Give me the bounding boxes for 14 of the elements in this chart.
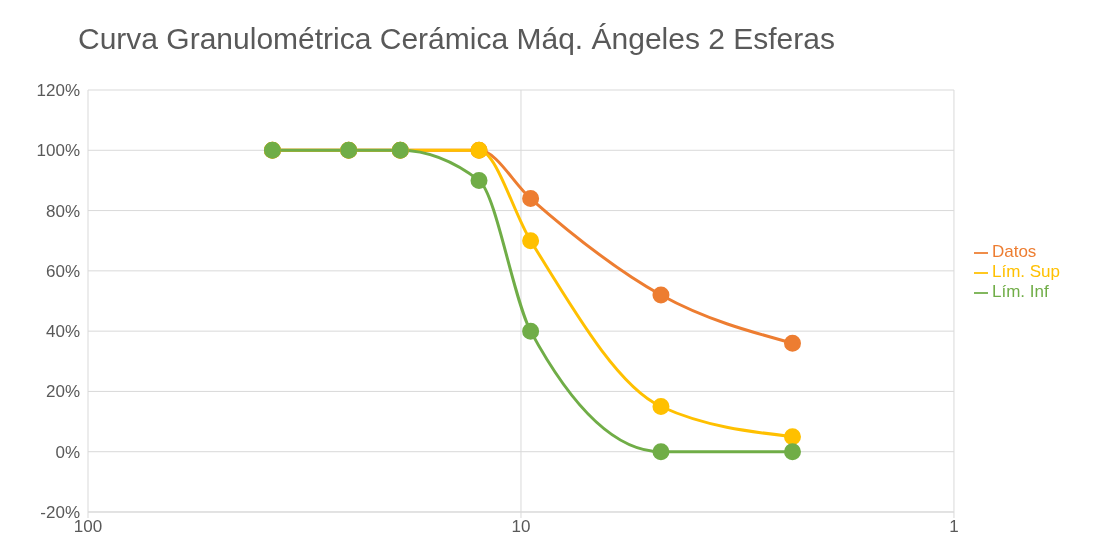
x-tick-label: 1 (949, 517, 959, 537)
x-tick-label: 10 (511, 517, 531, 537)
legend-label: Lím. Inf (991, 282, 1049, 301)
y-tick-label: 40% (45, 322, 80, 342)
legend-label: Datos (991, 242, 1037, 261)
x-tick-label: 100 (73, 517, 103, 537)
y-tick-label: 120% (36, 81, 80, 101)
y-tick-label: 80% (45, 201, 80, 221)
y-tick-label: 100% (36, 141, 80, 161)
y-tick-label: 0% (55, 442, 80, 462)
y-tick-label: 60% (45, 261, 80, 281)
chart-title: Curva Granulométrica Cerámica Máq. Ángeles 2 Esferas (78, 22, 835, 56)
y-tick-label: 20% (45, 382, 80, 402)
legend-label: Lím. Sup (991, 262, 1060, 281)
